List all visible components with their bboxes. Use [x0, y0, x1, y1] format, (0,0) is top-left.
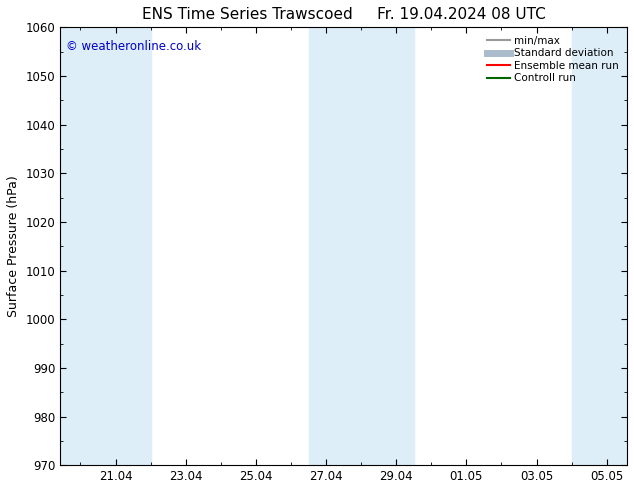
Bar [60, 27, 151, 465]
Legend: min/max, Standard deviation, Ensemble mean run, Controll run: min/max, Standard deviation, Ensemble me… [484, 32, 622, 87]
Bar [572, 27, 627, 465]
Title: ENS Time Series Trawscoed     Fr. 19.04.2024 08 UTC: ENS Time Series Trawscoed Fr. 19.04.2024… [142, 7, 545, 22]
Text: © weatheronline.co.uk: © weatheronline.co.uk [66, 40, 201, 53]
Y-axis label: Surface Pressure (hPa): Surface Pressure (hPa) [7, 175, 20, 317]
Bar [309, 27, 414, 465]
